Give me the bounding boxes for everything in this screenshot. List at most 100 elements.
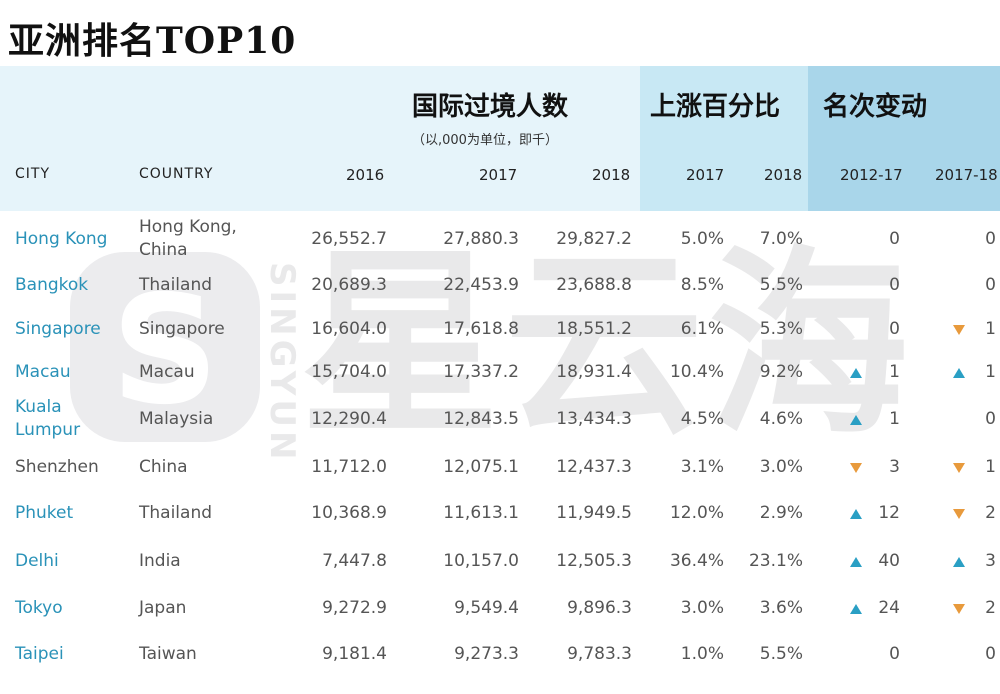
column-header-rank-2012-17: 2012-17 — [840, 166, 903, 184]
rank-change-header-band — [808, 66, 1000, 211]
cell-city: Bangkok — [15, 275, 89, 295]
cell-city: Singapore — [15, 319, 101, 339]
cell-growth-2018: 7.0% — [759, 229, 803, 249]
rank-up-triangle-icon — [850, 509, 862, 519]
rank-down-triangle-icon — [953, 604, 965, 614]
cell-growth-2017: 36.4% — [669, 551, 724, 571]
cell-country: Macau — [139, 362, 195, 382]
cell-rank-2012-17: 3 — [889, 457, 900, 477]
growth-group-title: 上涨百分比 — [650, 92, 781, 122]
cell-city: Shenzhen — [15, 457, 99, 477]
cell-2018: 12,437.3 — [556, 457, 632, 477]
cell-2018: 18,551.2 — [556, 319, 632, 339]
column-header-growth-2017: 2017 — [686, 166, 725, 184]
cell-2016: 7,447.8 — [322, 551, 387, 571]
rank-up-triangle-icon — [850, 604, 862, 614]
cell-2017: 17,618.8 — [443, 319, 519, 339]
cell-rank-2012-17: 40 — [878, 551, 900, 571]
cell-rank-2017-18: 1 — [985, 457, 996, 477]
cell-city: Delhi — [15, 551, 59, 571]
cell-growth-2017: 12.0% — [669, 503, 724, 523]
cell-country: Malaysia — [139, 409, 214, 429]
cell-growth-2017: 8.5% — [680, 275, 724, 295]
cell-growth-2018: 3.0% — [759, 457, 803, 477]
rank-change-group-title: 名次变动 — [823, 92, 928, 122]
rank-up-triangle-icon — [953, 557, 965, 567]
rank-up-triangle-icon — [850, 415, 862, 425]
cell-rank-2017-18: 1 — [985, 362, 996, 382]
growth-header-band — [640, 66, 808, 211]
cell-2016: 16,604.0 — [311, 319, 387, 339]
arrivals-group-subtitle: （以,000为单位，即千） — [412, 133, 558, 148]
cell-growth-2017: 3.1% — [680, 457, 724, 477]
cell-city: Phuket — [15, 503, 74, 523]
cell-2018: 23,688.8 — [556, 275, 632, 295]
column-header-city: CITY — [15, 166, 51, 182]
rank-up-triangle-icon — [850, 368, 862, 378]
cell-growth-2017: 1.0% — [680, 644, 724, 664]
rank-up-triangle-icon — [850, 557, 862, 567]
cell-rank-2017-18: 1 — [985, 319, 996, 339]
cell-rank-2017-18: 0 — [985, 409, 996, 429]
cell-2017: 9,549.4 — [454, 598, 519, 618]
rank-up-triangle-icon — [953, 368, 965, 378]
cell-2016: 10,368.9 — [311, 503, 387, 523]
cell-2018: 11,949.5 — [556, 503, 632, 523]
rank-down-triangle-icon — [953, 509, 965, 519]
cell-country: China — [139, 457, 188, 477]
cell-growth-2018: 5.5% — [759, 275, 803, 295]
rank-down-triangle-icon — [953, 325, 965, 335]
cell-growth-2017: 3.0% — [680, 598, 724, 618]
cell-2016: 26,552.7 — [311, 229, 387, 249]
cell-rank-2012-17: 0 — [889, 319, 900, 339]
cell-growth-2017: 6.1% — [680, 319, 724, 339]
cell-country: Thailand — [139, 275, 213, 295]
cell-country: Thailand — [139, 503, 213, 523]
cell-2018: 13,434.3 — [556, 409, 632, 429]
cell-rank-2017-18: 2 — [985, 598, 996, 618]
cell-country: Taiwan — [139, 644, 197, 664]
column-header-country: COUNTRY — [139, 166, 214, 182]
cell-growth-2018: 5.5% — [759, 644, 803, 664]
cell-2017: 9,273.3 — [454, 644, 519, 664]
arrivals-group-title: 国际过境人数 — [412, 92, 569, 122]
page-title: 亚洲排名TOP10 — [8, 20, 297, 62]
cell-city: Tokyo — [15, 598, 63, 618]
cell-2017: 10,157.0 — [443, 551, 519, 571]
cell-2016: 9,181.4 — [322, 644, 387, 664]
cell-2017: 12,843.5 — [443, 409, 519, 429]
cell-2018: 12,505.3 — [556, 551, 632, 571]
cell-rank-2012-17: 0 — [889, 229, 900, 249]
cell-growth-2018: 5.3% — [759, 319, 803, 339]
cell-rank-2012-17: 1 — [889, 409, 900, 429]
cell-growth-2018: 3.6% — [759, 598, 803, 618]
cell-rank-2012-17: 24 — [878, 598, 900, 618]
cell-city: Hong Kong — [15, 229, 108, 249]
cell-growth-2017: 4.5% — [680, 409, 724, 429]
cell-2016: 12,290.4 — [311, 409, 387, 429]
cell-country: India — [139, 551, 181, 571]
cell-growth-2018: 9.2% — [759, 362, 803, 382]
cell-growth-2017: 10.4% — [669, 362, 724, 382]
cell-2018: 18,931.4 — [556, 362, 632, 382]
cell-2016: 15,704.0 — [311, 362, 387, 382]
cell-city: Kuala Lumpur — [15, 397, 81, 440]
cell-rank-2012-17: 1 — [889, 362, 900, 382]
cell-rank-2017-18: 0 — [985, 275, 996, 295]
cell-rank-2012-17: 12 — [878, 503, 900, 523]
cell-city: Taipei — [15, 644, 64, 664]
cell-2016: 9,272.9 — [322, 598, 387, 618]
brand-watermark-en: SINGYUN — [262, 262, 302, 464]
cell-rank-2012-17: 0 — [889, 644, 900, 664]
cell-2018: 9,783.3 — [567, 644, 632, 664]
rank-down-triangle-icon — [953, 463, 965, 473]
cell-2017: 17,337.2 — [443, 362, 519, 382]
cell-growth-2018: 4.6% — [759, 409, 803, 429]
cell-country: Singapore — [139, 319, 225, 339]
cell-rank-2017-18: 3 — [985, 551, 996, 571]
cell-2017: 27,880.3 — [443, 229, 519, 249]
cell-rank-2012-17: 0 — [889, 275, 900, 295]
cell-2017: 12,075.1 — [443, 457, 519, 477]
cell-2016: 20,689.3 — [311, 275, 387, 295]
cell-2017: 22,453.9 — [443, 275, 519, 295]
